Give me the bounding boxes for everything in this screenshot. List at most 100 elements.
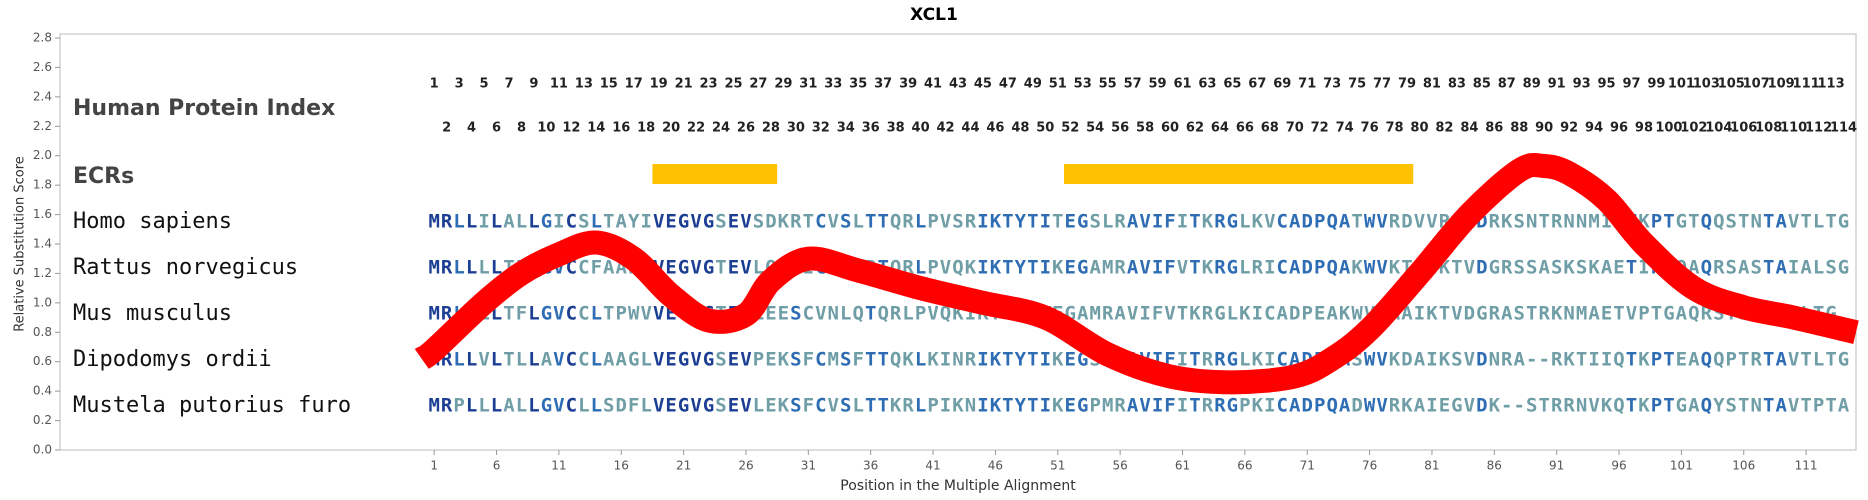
index-number: 23 (700, 77, 718, 92)
index-number: 88 (1510, 121, 1528, 136)
residue: D (1476, 349, 1487, 371)
residue: K (990, 395, 1002, 417)
residue: C (815, 395, 826, 417)
residue: T (1800, 349, 1811, 371)
residue: V (927, 303, 938, 325)
residue: K (1252, 349, 1264, 371)
residue: L (478, 257, 489, 279)
residue: I (1177, 395, 1188, 417)
index-number: 8 (517, 121, 526, 136)
residue: E (1065, 211, 1076, 233)
x-tick-label: 86 (1487, 459, 1502, 473)
index-number: 62 (1186, 121, 1204, 136)
residue: T (1763, 395, 1774, 417)
residue: P (1301, 303, 1312, 325)
residue: P (1813, 395, 1824, 417)
y-tick-label: 2.4 (33, 89, 52, 103)
residue: R (441, 257, 453, 279)
residue: F (1164, 211, 1175, 233)
y-tick-label: 0.8 (33, 325, 52, 339)
residue: F (1164, 395, 1175, 417)
index-number: 18 (637, 121, 655, 136)
residue: A (1688, 349, 1700, 371)
residue: A (603, 349, 615, 371)
residue: Y (1015, 211, 1027, 233)
residue: A (1127, 395, 1139, 417)
residue: L (491, 395, 502, 417)
index-number: 111 (1793, 77, 1820, 92)
residue: S (1726, 211, 1737, 233)
residue: V (1139, 211, 1150, 233)
residue: T (1825, 395, 1836, 417)
residue: E (1676, 349, 1687, 371)
residue: K (1052, 257, 1064, 279)
residue: V (653, 211, 664, 233)
residue: Q (890, 349, 901, 371)
residue: P (453, 395, 464, 417)
residue: K (1052, 349, 1064, 371)
x-tick-label: 91 (1549, 459, 1564, 473)
residue: A (1289, 211, 1301, 233)
residue: G (1227, 257, 1238, 279)
index-number: 60 (1161, 121, 1179, 136)
residue: V (1139, 257, 1150, 279)
residue: T (1688, 211, 1699, 233)
residue: P (1651, 349, 1662, 371)
residue: L (1813, 349, 1824, 371)
residue: R (1214, 349, 1226, 371)
residue: V (1788, 349, 1799, 371)
residue: V (1177, 257, 1188, 279)
residue: R (1750, 349, 1762, 371)
residue: K (1239, 303, 1251, 325)
residue: A (1688, 395, 1700, 417)
residue: E (728, 257, 739, 279)
residue: A (1738, 257, 1750, 279)
residue: L (1239, 257, 1250, 279)
residue: L (591, 211, 602, 233)
residue: S (840, 211, 851, 233)
residue: I (1788, 257, 1799, 279)
residue: R (441, 211, 453, 233)
residue: A (1114, 303, 1126, 325)
residue: P (1314, 257, 1325, 279)
residue: A (1676, 303, 1688, 325)
residue: Q (1613, 349, 1624, 371)
residue: P (1089, 395, 1100, 417)
residue: K (990, 211, 1002, 233)
x-tick-label: 71 (1300, 459, 1315, 473)
residue: W (628, 303, 640, 325)
index-number: 100 (1655, 121, 1682, 136)
index-number: 112 (1805, 121, 1832, 136)
residue: L (915, 395, 926, 417)
residue: E (665, 303, 676, 325)
residue: I (1264, 349, 1275, 371)
residue: I (1426, 349, 1437, 371)
residue: Q (890, 211, 901, 233)
residue: V (940, 211, 951, 233)
residue: A (1339, 211, 1351, 233)
residue: M (828, 349, 839, 371)
residue: R (1114, 211, 1126, 233)
residue: E (728, 395, 739, 417)
residue: N (1576, 211, 1587, 233)
residue: C (1277, 257, 1288, 279)
residue: P (1314, 395, 1325, 417)
residue: L (516, 211, 527, 233)
residue: R (902, 211, 914, 233)
index-number: 94 (1585, 121, 1603, 136)
residue: T (503, 349, 514, 371)
index-number: 92 (1560, 121, 1578, 136)
residue: I (1152, 257, 1163, 279)
x-tick-label: 101 (1670, 459, 1693, 473)
residue: Q (1701, 211, 1712, 233)
residue: W (1364, 349, 1376, 371)
x-tick-label: 31 (801, 459, 816, 473)
index-number: 49 (1024, 77, 1042, 92)
index-number: 87 (1498, 77, 1516, 92)
residue: I (1601, 211, 1612, 233)
residue: G (1838, 349, 1849, 371)
residue: N (1489, 349, 1500, 371)
index-number: 41 (924, 77, 942, 92)
residue: A (503, 211, 515, 233)
y-tick-label: 0.4 (33, 384, 52, 398)
